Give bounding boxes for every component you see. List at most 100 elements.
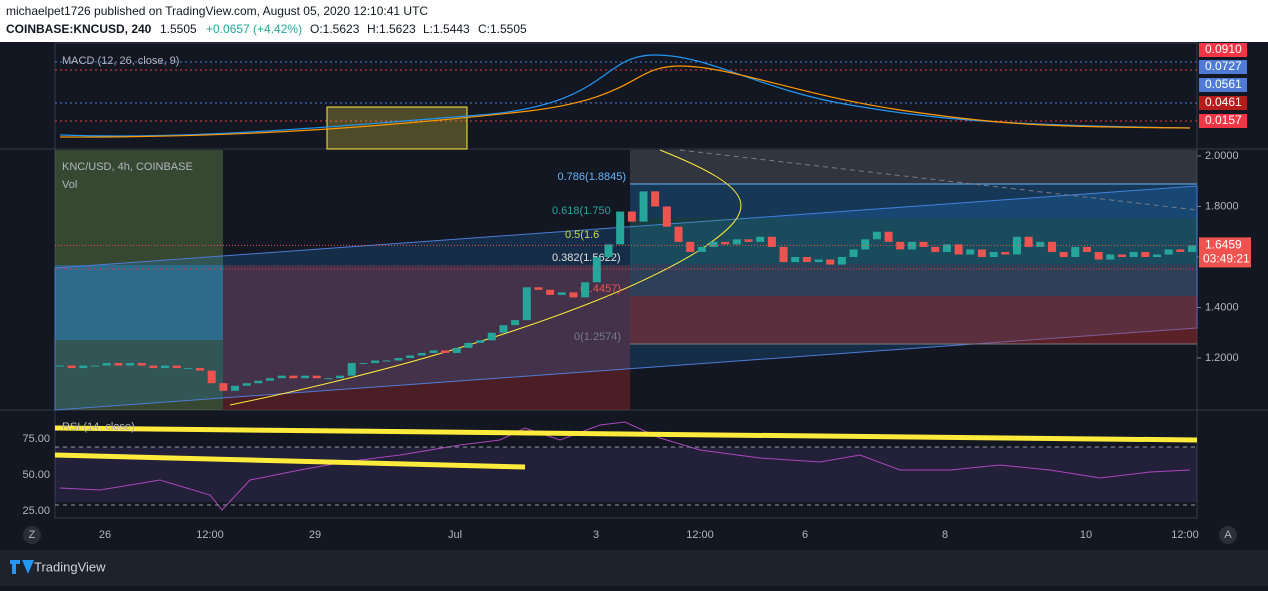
price-axis: 2.00001.80001.60001.40001.20001.645903:4… — [55, 150, 1251, 364]
candle — [452, 347, 461, 353]
candle — [767, 236, 776, 247]
macd-label: MACD (12, 26, close, 9) — [62, 55, 179, 67]
candle — [872, 231, 881, 240]
high: H:1.5623 — [367, 22, 416, 36]
candle — [1071, 246, 1080, 257]
candle — [254, 380, 263, 384]
candle — [406, 355, 415, 358]
candle — [476, 340, 485, 343]
time-label: 26 — [99, 529, 111, 541]
candle — [1106, 254, 1115, 260]
price-tick-label: 1.2000 — [1205, 352, 1239, 364]
candle — [569, 292, 578, 298]
open: O:1.5623 — [310, 22, 360, 36]
published: michaelpet1726 published on TradingView.… — [6, 4, 428, 18]
legend: KNC/USD, 4h, COINBASE — [62, 161, 193, 173]
candle — [557, 292, 566, 295]
header-bg — [0, 0, 1268, 42]
candle — [301, 375, 310, 379]
candle — [534, 287, 543, 290]
price-tick-label: 1.8000 — [1205, 200, 1239, 212]
fib-label: 0.786(1.8845) — [558, 171, 627, 183]
candle — [1129, 251, 1138, 257]
candle — [709, 241, 718, 247]
candle — [91, 365, 100, 367]
macd-tag — [1199, 96, 1247, 110]
candle — [744, 239, 753, 242]
candle — [802, 256, 811, 263]
rsi-tick-label: 75.00 — [22, 433, 50, 445]
candle — [56, 365, 64, 367]
candle — [931, 246, 940, 252]
candle — [1036, 241, 1045, 247]
candle — [207, 370, 216, 384]
candle — [627, 211, 636, 222]
zoom-button-label: Z — [29, 529, 36, 541]
fib-label: 0.618(1.750 — [552, 205, 611, 217]
time-label: 12:00 — [686, 529, 714, 541]
rsi-label: RSI (14, close) — [62, 421, 135, 433]
candle — [1164, 249, 1173, 255]
auto-button[interactable] — [1219, 526, 1237, 544]
macd-tag — [1199, 78, 1247, 92]
auto-button-label: A — [1224, 529, 1232, 541]
candle — [394, 357, 403, 361]
candle — [441, 350, 450, 353]
legend: Vol — [62, 179, 77, 191]
candle — [137, 363, 146, 366]
time-label: 8 — [942, 529, 948, 541]
candle — [989, 251, 998, 257]
candle — [1082, 246, 1091, 252]
rsi-tick-label: 50.00 — [22, 469, 50, 481]
macd-price: 0.0561 — [1205, 77, 1242, 91]
candle — [849, 249, 858, 257]
candle — [522, 287, 531, 321]
candle — [826, 259, 835, 265]
zoom-button[interactable] — [23, 526, 41, 544]
candle — [429, 350, 438, 353]
macd-price: 0.0461 — [1205, 95, 1242, 109]
candle — [732, 239, 741, 245]
candle — [907, 241, 916, 250]
price-tick-label: 2.0000 — [1205, 150, 1239, 162]
candle — [126, 363, 135, 366]
macd-panel — [55, 54, 1197, 150]
candle — [499, 325, 508, 333]
candle — [324, 378, 333, 380]
close: C:1.5505 — [478, 22, 527, 36]
candle — [172, 365, 181, 369]
candle — [67, 365, 76, 369]
candle — [837, 256, 846, 265]
candle — [674, 226, 683, 242]
candle — [1117, 254, 1126, 257]
candle — [756, 236, 765, 242]
candle — [721, 241, 730, 245]
candle — [382, 360, 391, 362]
candle — [149, 365, 158, 369]
last-price-tag — [1199, 237, 1251, 268]
logo — [10, 560, 34, 574]
candle — [639, 191, 648, 222]
price-tick-label: 1.4000 — [1205, 301, 1239, 313]
time-label: 12:00 — [1171, 529, 1199, 541]
rsi-line — [59, 421, 1191, 511]
symbol: COINBASE:KNCUSD, 240 — [6, 22, 152, 36]
low: L:1.5443 — [423, 22, 470, 36]
time-label: 6 — [802, 529, 808, 541]
candle — [102, 363, 111, 366]
candle — [289, 375, 298, 379]
macd-tag — [1199, 43, 1247, 57]
candle — [1152, 254, 1161, 257]
candle — [487, 332, 496, 341]
candle — [371, 360, 380, 364]
candle — [114, 363, 123, 366]
time-label: 3 — [593, 529, 599, 541]
candle — [697, 246, 706, 252]
candle — [511, 320, 520, 326]
candle — [1187, 245, 1196, 252]
brand: TradingView — [34, 559, 106, 574]
macd-tag — [1199, 114, 1247, 128]
candle — [1012, 236, 1021, 255]
